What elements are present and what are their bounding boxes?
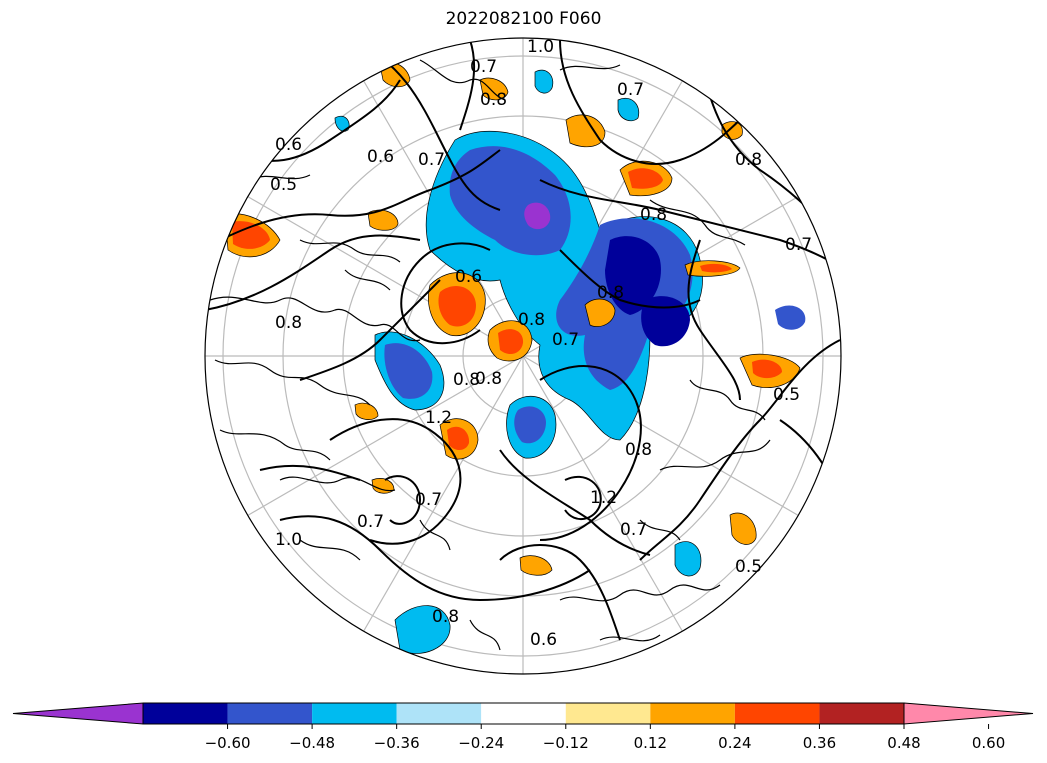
colorbar-segment [565,703,651,724]
meridian-line [522,355,685,635]
colorbar-tick-label: 0.48 [887,734,921,752]
negative-anomaly-area [394,605,451,654]
colorbar-tick-label: 0.24 [718,734,752,752]
positive-anomaly-area [519,555,553,576]
contour-labels: 1.0 0.7 0.8 0.7 0.6 0.6 0.5 0.7 0.8 0.8 … [270,37,812,650]
contour-label: 0.7 [415,490,442,510]
polar-map: 1.0 0.7 0.8 0.7 0.6 0.6 0.5 0.7 0.8 0.8 … [204,37,842,675]
positive-anomaly-area [729,512,757,545]
contour-label: 0.7 [785,235,812,255]
colorbar-tick-label: 0.60 [971,734,1006,752]
meridian-line [244,194,524,357]
negative-anomaly-area [617,97,640,122]
positive-anomaly-area [584,298,616,327]
contour-lines [205,39,841,641]
contour-label: 0.6 [275,135,302,155]
contour-label: 0.5 [735,557,762,577]
positive-anomaly-area [628,168,663,189]
contour-label: 0.8 [518,310,545,330]
positive-anomaly-area [479,77,509,101]
negative-anomaly-area [514,406,546,444]
positive-anomaly-area [447,426,470,451]
contour-label: 0.7 [470,57,497,77]
contour-label: 0.7 [552,330,579,350]
colorbar-segment [312,703,397,724]
colorbar-extend-high [903,702,1034,725]
map-boundary [204,37,842,675]
contour-label: 0.8 [640,205,667,225]
negative-anomaly-area [674,541,702,577]
colorbar-tick-label: 0.12 [633,734,668,752]
positive-anomaly-area [498,329,524,355]
negative-anomaly-area [775,305,806,330]
colorbar-segment [650,703,735,724]
contour-label: 0.6 [455,267,482,287]
colorbar-segment [481,703,566,724]
meridian-line [244,355,524,518]
contour-label: 0.8 [475,369,502,389]
positive-anomaly-area [438,286,476,327]
coastlines [209,59,771,651]
contour-label: 1.0 [275,530,302,550]
contour-label: 0.8 [480,90,507,110]
colorbar-segment [227,703,313,724]
colorbar-segment [396,703,482,724]
colorbar-tick-label: −0.12 [542,734,589,752]
colorbar-tick-label: −0.24 [458,734,505,752]
contour-label: 0.7 [617,80,644,100]
positive-anomaly-area [354,402,379,420]
negative-anomaly-area [524,202,551,230]
colorbar-tick-label: −0.60 [204,734,251,752]
positive-anomaly-area [232,221,270,249]
contour-label: 0.8 [453,370,480,390]
contour-label: 0.5 [270,175,297,195]
contour-label: 0.6 [530,630,557,650]
contour-label: 0.8 [735,150,762,170]
contour-label: 0.7 [357,512,384,532]
colorbar-extend-low [12,702,144,725]
contour-label: 1.2 [425,408,452,428]
contour-label: 0.7 [418,150,445,170]
contour-label: 1.2 [590,488,617,508]
negative-anomaly-area [534,69,554,94]
contour-label: 0.6 [367,147,394,167]
contour-label: 0.7 [620,520,647,540]
contour-label: 0.8 [432,607,459,627]
positive-anomaly-area [752,359,782,379]
colorbar-segment [734,703,820,724]
colorbar-segment [819,703,904,724]
contour-label: 0.8 [275,313,302,333]
negative-anomaly-area [641,296,690,347]
colorbar-segment [143,703,228,724]
positive-anomaly-area [565,114,606,148]
contour-label: 1.0 [527,37,554,57]
contour-label: 0.8 [625,440,652,460]
colorbar-tick-label: 0.36 [802,734,837,752]
map-title: 2022082100 F060 [445,9,602,29]
meridian-line [361,355,524,635]
contour-label: 0.8 [597,283,624,303]
negative-anomaly-area [334,115,350,132]
negative-anomaly-area [384,343,433,399]
positive-anomaly-area [700,263,732,273]
colorbar-tick-label: −0.48 [289,734,336,752]
negative-anomaly-area [605,236,661,315]
contour-label: 0.5 [773,385,800,405]
colorbar-tick-label: −0.36 [373,734,420,752]
